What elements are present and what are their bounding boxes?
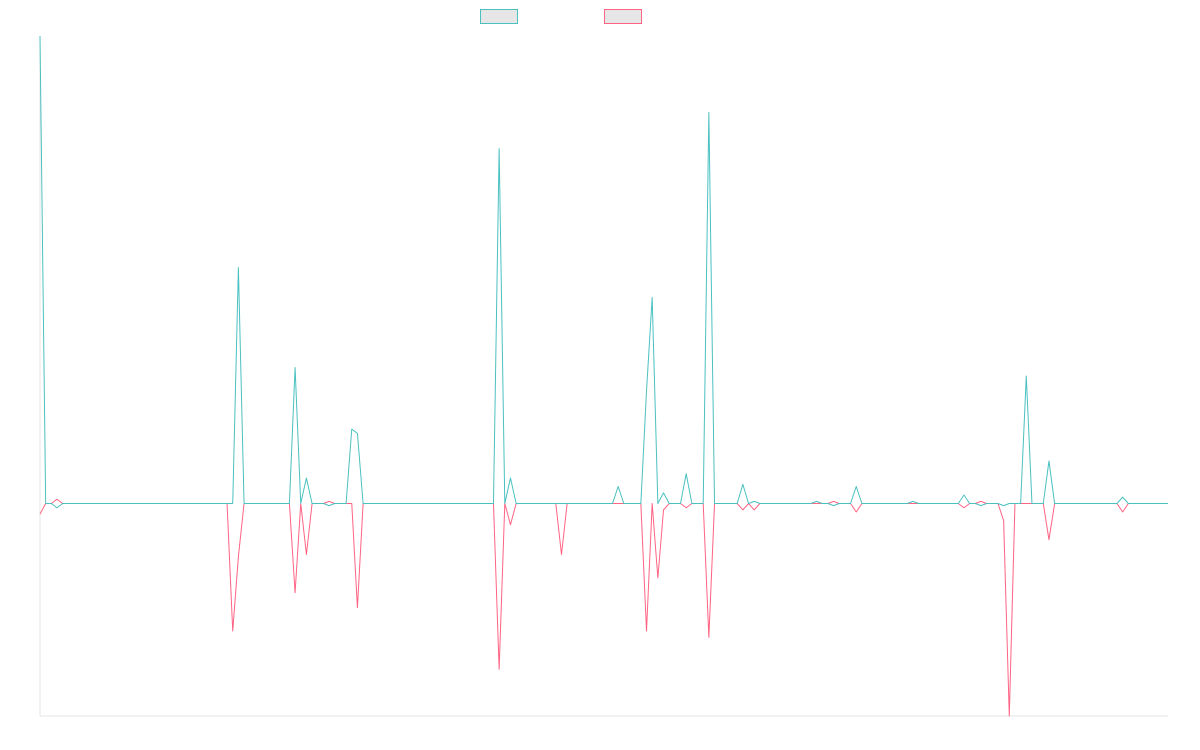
- legend-item-series-1[interactable]: [480, 9, 524, 24]
- legend-swatch-series-2: [604, 9, 642, 24]
- legend-swatch-series-1: [480, 9, 518, 24]
- legend-item-series-2[interactable]: [604, 9, 648, 24]
- series-line-1: [39, 35, 1168, 509]
- legend: [0, 9, 1200, 27]
- series-line-2: [39, 498, 1168, 717]
